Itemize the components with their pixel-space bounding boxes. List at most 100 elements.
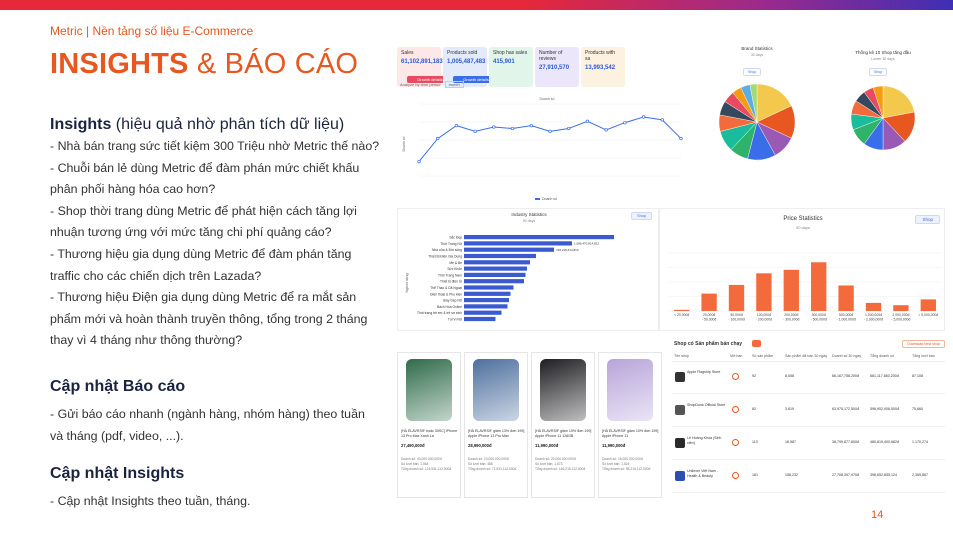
price-bar-chart: < 20,000đ 20,000đ- 50,000đ 50,000đ- 100,00… (668, 252, 942, 322)
product-card[interactable]: [HÀ ELAVRSIF giảm 10% đơn 199] Apple iPh… (531, 352, 595, 498)
open-sale-icon[interactable] (732, 472, 739, 479)
price-bar (674, 309, 690, 311)
table-cell: 82 (752, 407, 756, 411)
kpi-card[interactable]: Products with sa 13,993,542 (581, 47, 625, 87)
report-line: - Gửi báo cáo nhanh (ngành hàng, nhóm hà… (50, 406, 365, 421)
industry-shop-button[interactable]: Shop (631, 212, 652, 220)
price-category-label: - 300,000đ (783, 318, 799, 322)
period-filter-label: Analyze by time period (400, 82, 441, 87)
price-bar (811, 262, 827, 311)
product-title: [HÀ ELAVRSIF giảm 10% đơn 199] Apple iPh… (535, 429, 592, 438)
price-bar (838, 285, 854, 311)
industry-bar-chart: Ngành hàng Sắc Đẹp Thời Trang Nữ 1,086,470,… (405, 235, 614, 322)
update-heading: Cập nhật Insights (50, 465, 185, 483)
product-stat-row: Tổng doanh số: 124,531,112,000đ (401, 467, 452, 471)
download-best-shop-button[interactable]: Download best shop (902, 340, 945, 348)
industry-subtitle: 90 days (522, 219, 536, 223)
open-sale-icon[interactable] (732, 373, 739, 380)
table-cell: 27,708,397,970đ (832, 473, 859, 477)
industry-bar (464, 235, 614, 240)
product-card[interactable]: [HÀ ELAVRSIF hoặc 30SC] iPhone 13 Pro Ma… (397, 352, 461, 498)
product-card[interactable]: [HÀ ELAVRSIF giảm 10% đơn 199] Apple iPh… (598, 352, 662, 498)
shop-stats-button[interactable]: Shop (869, 68, 888, 76)
industry-category-label: Điện thoại & Phụ kiện (430, 292, 462, 296)
sales-point (417, 159, 421, 164)
table-row[interactable]: Apple Flagship Store 92 8,058 66,167,758,20… (672, 364, 945, 394)
price-category-label: 200,000đ (784, 313, 798, 317)
kpi-label: Products with sa (585, 50, 616, 62)
price-bar (701, 293, 717, 311)
table-row[interactable]: Unilever Việt Nam - Health & Beauty 181 15… (672, 463, 945, 493)
industry-category-label: Mẹ & Bé (449, 261, 462, 265)
shop-logo (675, 405, 685, 415)
kpi-card[interactable]: Sales 61,102,891,183,983đ Growth details (397, 47, 458, 87)
product-price: 27,490,000đ (401, 443, 425, 448)
price-shop-button[interactable]: Shop (915, 215, 940, 224)
product-card[interactable]: [HÀ ELAVRSIF giảm 13% đơn 199] Apple iPh… (464, 352, 528, 498)
kpi-card[interactable]: Number of reviews 27,910,570 (535, 47, 579, 87)
table-toggle-icon[interactable] (752, 340, 761, 347)
industry-bar (464, 279, 524, 284)
pie-slice (749, 83, 758, 123)
price-bar (920, 299, 936, 311)
table-column-header: Tổng lượt bán (912, 354, 935, 358)
kpi-card[interactable]: Shop has sales 415,901 (489, 47, 533, 87)
insights-line: thay vì 4 tháng như thông thường? (50, 333, 243, 348)
table-cell: 38,799,877,800đ (832, 440, 859, 444)
table-cell: 1,170,274 (912, 440, 928, 444)
kpi-value: 27,910,570 (539, 65, 570, 71)
industry-bar (464, 291, 511, 296)
report-line: và tháng (pdf, video, ...). (50, 428, 184, 443)
table-cell: 8,058 (785, 374, 794, 378)
insights-line: - Thương hiệu gia dụng dùng Metric để đà… (50, 246, 352, 261)
table-cell: 480,819,400,682đ (870, 440, 899, 444)
open-sale-icon[interactable] (732, 439, 739, 446)
price-category-label: 100,000đ (757, 313, 771, 317)
industry-category-label: Thời trang trẻ em & trẻ sơ sinh (417, 311, 462, 315)
sales-point (660, 118, 664, 122)
insights-list: - Nhà bán trang sức tiết kiệm 300 Triệu … (50, 136, 390, 352)
table-cell: 2,359,867 (912, 473, 928, 477)
kpi-label: Products sold (447, 50, 478, 56)
table-row[interactable]: Lê Hoàng Khoa (Sinh viên) 110 16,987 38,799… (672, 430, 945, 460)
industry-value-label: 1,086,470,814,822 (574, 242, 599, 246)
table-cell: 158,232 (785, 473, 798, 477)
product-stats: Doanh số: 18,000,000,000đ Số lượt bán: 1,… (602, 457, 660, 472)
update-line: - Cập nhật Insights theo tuần, tháng. (50, 494, 251, 509)
kpi-label: Shop has sales (493, 50, 528, 56)
price-category-label: 20,000đ (703, 313, 715, 317)
product-title: [HÀ ELAVRSIF hoặc 30SC] iPhone 13 Pro Ma… (401, 429, 458, 438)
industry-bar (464, 316, 496, 322)
growth-details-button[interactable]: Growth details (453, 76, 499, 83)
brand-pie-chart (718, 83, 796, 161)
table-cell: 16,987 (785, 440, 796, 444)
sales-point (604, 128, 608, 132)
product-image (607, 359, 653, 421)
table-column-header: Mở bán (730, 354, 743, 358)
pie-slice (756, 83, 792, 123)
industry-category-label: Thời Trang Nữ (440, 242, 462, 246)
shop-pie-chart (850, 85, 916, 151)
sales-point (641, 115, 646, 119)
table-row[interactable]: ShopDunk Official Store 82 3,619 63,975,172… (672, 397, 945, 427)
period-filter-select[interactable]: month (444, 81, 464, 88)
product-stat-row: Doanh số: 18,000,000,000đ (602, 457, 643, 461)
insights-line: - Chuỗi bán lẻ dùng Metric để đàm phán m… (50, 160, 360, 175)
industry-category-label: Túi Ví Nữ (448, 318, 463, 322)
open-sale-icon[interactable] (732, 406, 739, 413)
kpi-card[interactable]: Products sold 1,005,487,483 Growth details (443, 47, 499, 87)
table-cell: 92 (752, 374, 756, 378)
table-cell: 87,108 (912, 374, 923, 378)
industry-bar (464, 266, 527, 271)
brand-shop-button[interactable]: Shop (743, 68, 762, 76)
price-category-label: < 20,000đ (674, 313, 689, 317)
brand-stats-title: Brand Statistics (741, 46, 773, 51)
growth-details-button[interactable]: Growth details (407, 76, 453, 83)
sales-point (567, 126, 571, 131)
product-stats: Doanh số: 13,000,000,000đ Số lượt bán: 48… (468, 457, 526, 472)
insights-line: nhuận tương ứng với mức tăng chi phí quả… (50, 225, 332, 240)
period-filter[interactable]: Analyze by time period month (400, 81, 464, 88)
product-stat-row: Tổng doanh số: 146,215,112,000đ (535, 467, 586, 471)
table-cell: 596,902,006,500đ (870, 407, 899, 411)
update-list: - Cập nhật Insights theo tuần, tháng. (50, 491, 390, 513)
